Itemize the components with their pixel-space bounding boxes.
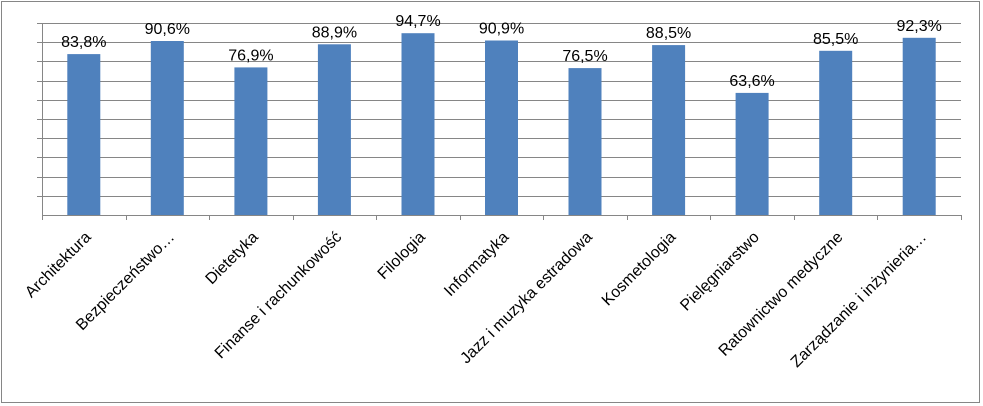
data-label: 90,9% [479,21,524,38]
bar [652,45,686,215]
data-label: 88,9% [312,24,357,41]
bars [67,33,936,216]
x-tick-label: Architektura [22,229,94,301]
data-label: 85,5% [813,31,858,48]
x-tick-label: Kosmetologia [599,229,680,310]
bar [568,68,602,215]
bar [67,54,101,215]
data-label: 90,6% [145,21,190,38]
data-label: 83,8% [61,34,106,51]
data-labels: 83,8% 90,6% 76,9% 88,9% 94,7% 90,9% 76,5% 88,5%… [61,13,942,90]
data-label: 94,7% [395,13,440,30]
bar [485,40,518,215]
bar [234,67,268,216]
bar [902,37,936,215]
data-label: 63,6% [729,73,774,90]
x-tick-label: Zarządzanie i inżynieria… [788,229,930,371]
x-tick-label: Dietetyka [203,229,262,288]
bar [317,44,351,215]
data-label: 92,3% [897,18,942,35]
axes [42,23,962,220]
data-label: 76,9% [228,47,273,64]
x-tick-label: Informatyka [441,229,512,300]
x-tick-label: Filologia [375,229,429,283]
x-tick-label: Pielęgniarstwo [677,229,763,315]
x-tick-label: Jazz i muzyka estradowa [457,229,595,367]
data-label: 88,5% [646,25,691,42]
bar [735,92,769,215]
bar [150,41,184,215]
bar [401,33,435,216]
bar [819,50,853,215]
data-label: 76,5% [562,48,607,65]
